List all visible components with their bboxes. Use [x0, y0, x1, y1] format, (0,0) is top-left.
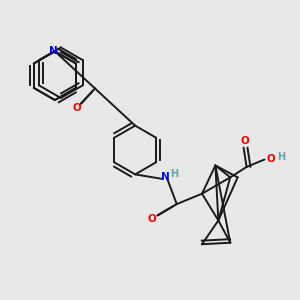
- Text: H: H: [277, 152, 285, 162]
- Text: H: H: [170, 169, 178, 179]
- Text: N: N: [161, 172, 170, 182]
- Text: N: N: [49, 46, 58, 56]
- Text: O: O: [73, 103, 81, 113]
- Text: O: O: [148, 214, 156, 224]
- Text: O: O: [241, 136, 250, 146]
- Text: O: O: [267, 154, 275, 164]
